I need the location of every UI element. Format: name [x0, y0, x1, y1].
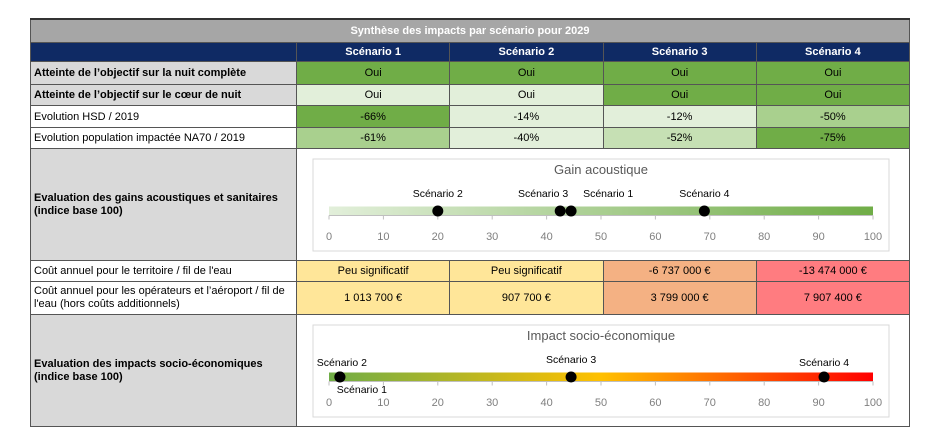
chart-title: Gain acoustique: [554, 162, 648, 177]
header-scenario-3: Scénario 3: [602, 42, 757, 62]
chart-cell: Gain acoustique 0 10 20 30 40 50 60 70 80 90 100 Scé…: [296, 148, 910, 261]
table-row: Atteinte de l’objectif sur la nuit compl…: [30, 61, 911, 85]
data-point: [554, 205, 566, 217]
acoustic-gain-chart: Gain acoustique 0 10 20 30 40 50 60 70 80 90 100 Scé…: [312, 158, 890, 252]
chart-frame: [312, 158, 890, 252]
chart-cell: Impact socio-économique 0 10 20 30 40 50 60 70 80…: [296, 314, 910, 427]
point-label: Scénario 1: [337, 384, 387, 396]
impact-summary-table: Synthèse des impacts par scénario pour 2…: [30, 18, 911, 427]
point-label: Scénario 1: [583, 188, 633, 200]
row-label: Coût annuel pour le territoire / fil de …: [30, 260, 297, 282]
tick-label: 60: [649, 397, 661, 409]
table-title: Synthèse des impacts par scénario pour 2…: [30, 18, 910, 43]
header-scenario-2: Scénario 2: [449, 42, 604, 62]
tick-label: 10: [377, 231, 389, 243]
cell: Oui: [602, 84, 757, 106]
gradient-bar: [329, 372, 873, 382]
table-row: Coût annuel pour les opérateurs et l’aér…: [30, 281, 911, 315]
row-label: Evaluation des impacts socio-économiques…: [30, 314, 297, 427]
data-point: [565, 371, 577, 383]
cell: -61%: [295, 127, 451, 149]
cell: Peu significatif: [295, 260, 451, 282]
cell: 3 799 000 €: [602, 281, 757, 315]
row-label: Evolution population impactée NA70 / 201…: [30, 127, 297, 149]
chart-title: Impact socio-économique: [527, 328, 675, 343]
table-row: Evaluation des gains acoustiques et sani…: [30, 148, 910, 261]
tick-label: 80: [758, 397, 770, 409]
cell: 907 700 €: [449, 281, 604, 315]
table-row: Evolution population impactée NA70 / 201…: [30, 127, 911, 149]
gradient-bar: [329, 206, 873, 216]
point-label: Scénario 2: [413, 188, 463, 200]
tick-label: 50: [595, 397, 607, 409]
cell: 1 013 700 €: [295, 281, 451, 315]
cell: Oui: [295, 61, 451, 85]
table-row: Atteinte de l’objectif sur le cœur de nu…: [30, 84, 911, 106]
tick-label: 90: [812, 397, 824, 409]
header-empty: [30, 42, 297, 62]
cell: -6 737 000 €: [602, 260, 757, 282]
header-scenario-1: Scénario 1: [295, 42, 451, 62]
cell: Oui: [602, 61, 757, 85]
data-point: [565, 205, 577, 217]
point-label: Scénario 4: [679, 188, 729, 200]
data-point: [432, 205, 444, 217]
tick-label: 30: [486, 397, 498, 409]
point-label: Scénario 4: [799, 357, 849, 369]
point-label: Scénario 3: [518, 188, 568, 200]
tick-label: 100: [864, 397, 882, 409]
data-point: [334, 371, 346, 383]
tick-label: 50: [595, 231, 607, 243]
tick-label: 40: [540, 397, 552, 409]
table-row: Evolution HSD / 2019 -66% -14% -12% -50%: [30, 105, 911, 128]
tick-label: 100: [864, 231, 882, 243]
row-label: Evaluation des gains acoustiques et sani…: [30, 148, 297, 261]
cell: Oui: [755, 61, 911, 85]
cell: Oui: [755, 84, 911, 106]
tick-label: 20: [432, 231, 444, 243]
header-scenario-4: Scénario 4: [755, 42, 911, 62]
tick-label: 20: [432, 397, 444, 409]
cell: Oui: [449, 61, 604, 85]
tick-label: 60: [649, 231, 661, 243]
cell: -14%: [449, 105, 604, 128]
tick-label: 0: [326, 231, 332, 243]
cell: Oui: [295, 84, 451, 106]
cell: -66%: [295, 105, 451, 128]
cell: -13 474 000 €: [755, 260, 911, 282]
point-label: Scénario 2: [317, 357, 367, 369]
cell: -40%: [449, 127, 604, 149]
cell: Oui: [449, 84, 604, 106]
tick-label: 30: [486, 231, 498, 243]
tick-label: 90: [812, 231, 824, 243]
tick-label: 0: [326, 397, 332, 409]
tick-label: 10: [377, 397, 389, 409]
cell: -75%: [755, 127, 911, 149]
row-label: Coût annuel pour les opérateurs et l’aér…: [30, 281, 297, 315]
tick-label: 70: [704, 231, 716, 243]
tick-label: 80: [758, 231, 770, 243]
cell: 7 907 400 €: [755, 281, 911, 315]
chart-frame: [312, 324, 890, 418]
table-row: Coût annuel pour le territoire / fil de …: [30, 260, 911, 282]
table-row: Evaluation des impacts socio-économiques…: [30, 314, 910, 427]
tick-label: 70: [704, 397, 716, 409]
cell: -50%: [755, 105, 911, 128]
tick-label: 40: [540, 231, 552, 243]
socio-economic-chart: Impact socio-économique 0 10 20 30 40 50 60 70 80…: [312, 324, 890, 418]
data-point: [818, 371, 830, 383]
cell: -52%: [602, 127, 757, 149]
point-label: Scénario 3: [546, 354, 596, 366]
data-point: [698, 205, 710, 217]
cell: -12%: [602, 105, 757, 128]
cell: Peu significatif: [449, 260, 604, 282]
row-label: Atteinte de l’objectif sur le cœur de nu…: [30, 84, 297, 106]
row-label: Atteinte de l’objectif sur la nuit compl…: [30, 61, 297, 85]
row-label: Evolution HSD / 2019: [30, 105, 297, 128]
